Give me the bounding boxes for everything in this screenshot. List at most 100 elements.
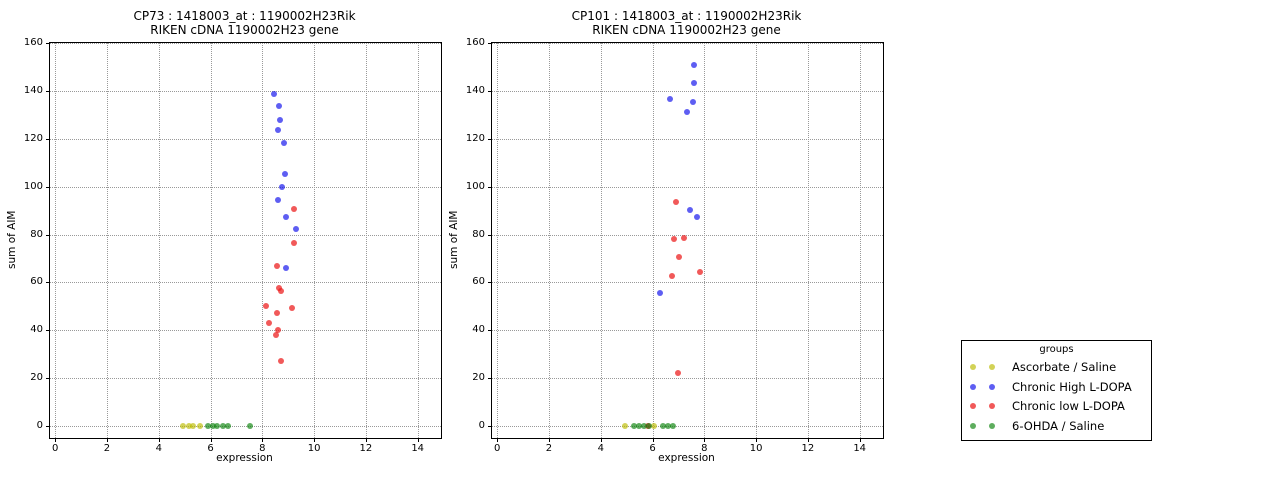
scatter-point	[650, 423, 657, 430]
scatter-point	[278, 183, 285, 190]
x-tick-label: 10	[749, 443, 763, 454]
scatter-point	[291, 239, 298, 246]
grid-line-x	[158, 43, 160, 438]
scatter-point	[274, 327, 281, 334]
x-tick-label: 8	[701, 443, 708, 454]
x-tick-label: 10	[307, 443, 321, 454]
legend-marker-icon	[989, 364, 995, 370]
scatter-point	[209, 423, 216, 430]
grid-line-x	[756, 43, 758, 438]
grid-line-x	[704, 43, 706, 438]
grid-line-y	[50, 186, 441, 188]
grid-line-x	[262, 43, 264, 438]
scatter-point	[689, 98, 696, 105]
x-tick-label: 2	[545, 443, 553, 454]
y-tick-label: 100	[465, 180, 485, 192]
x-tick-label: 2	[103, 443, 111, 454]
plot-title-line1: CP101 : 1418003_at : 1190002H23Rik	[571, 9, 802, 23]
scatter-point	[204, 423, 211, 430]
x-tick-mark	[600, 438, 602, 442]
legend-marker-icon	[970, 383, 976, 390]
legend-item: Ascorbate / Saline	[962, 358, 1116, 376]
grid-line-y	[492, 234, 883, 236]
legend-title: groups	[1039, 344, 1074, 355]
scatter-point	[282, 264, 289, 271]
legend-marker-icon	[989, 403, 995, 409]
plot-title-line1: CP73 : 1418003_at : 1190002H23Rik	[133, 9, 356, 23]
scatter-point	[277, 287, 284, 294]
scatter-point	[271, 91, 278, 98]
y-tick-mark	[488, 378, 492, 380]
y-tick-label: 140	[465, 84, 485, 96]
legend-marker-icon	[989, 383, 995, 390]
legend-item-label: Chronic low L-DOPA	[1012, 399, 1125, 413]
y-tick-label: 160	[23, 37, 43, 48]
y-tick-mark	[46, 282, 50, 284]
scatter-point	[246, 423, 253, 430]
legend-marker-icon	[970, 364, 976, 370]
scatter-point	[213, 423, 220, 430]
grid-line-x	[417, 43, 419, 438]
y-tick-mark	[46, 378, 50, 380]
y-tick-mark	[488, 186, 492, 188]
plot-area: 0 2 4 6 8 10 12 14 0 20 40 60 80 100 120 140 160	[24, 38, 442, 454]
y-tick-mark	[488, 90, 492, 92]
scatter-point	[660, 423, 667, 430]
grid-line-y	[50, 43, 441, 44]
grid-line-y	[50, 378, 441, 380]
x-tick-mark	[548, 438, 550, 442]
y-tick-label: 20	[30, 372, 43, 384]
plot-title-line2: RIKEN cDNA 1190002H23 gene	[592, 23, 781, 37]
grid-line-x	[314, 43, 316, 438]
x-tick-label: 14	[411, 443, 425, 454]
y-tick-label: 140	[23, 84, 43, 96]
scatter-point	[276, 103, 283, 110]
grid-line-x	[600, 43, 602, 438]
scatter-point	[273, 332, 280, 339]
x-tick-mark	[859, 438, 861, 442]
y-tick-label: 40	[472, 324, 485, 336]
scatter-point	[265, 320, 272, 327]
scatter-point	[680, 234, 687, 241]
scatter-point	[622, 423, 629, 430]
grid-line-x	[365, 43, 367, 438]
scatter-point	[277, 117, 284, 124]
y-tick-label: 20	[472, 372, 485, 384]
grid-line-x	[652, 43, 654, 438]
scatter-point	[290, 205, 297, 212]
y-tick-label: 60	[472, 276, 485, 288]
scatter-point	[673, 198, 680, 205]
x-axis-label: expression	[216, 452, 273, 464]
scatter-point	[631, 423, 638, 430]
scatter-point	[280, 139, 287, 146]
x-tick-mark	[314, 438, 316, 442]
legend-marker-icon	[970, 422, 976, 429]
grid-line-y	[50, 426, 441, 428]
scatter-point	[274, 262, 281, 269]
x-tick-label: 8	[259, 443, 266, 454]
scatter-point	[696, 268, 703, 275]
scatter-point	[690, 79, 697, 86]
y-tick-mark	[46, 186, 50, 188]
scatter-point	[667, 95, 674, 102]
x-tick-label: 6	[207, 443, 214, 454]
y-tick-mark	[46, 138, 50, 140]
y-tick-label: 160	[465, 37, 485, 48]
scatter-point	[273, 310, 280, 317]
grid-line-y	[492, 282, 883, 284]
x-tick-mark	[652, 438, 654, 442]
scatter-point	[636, 423, 643, 430]
x-tick-mark	[704, 438, 706, 442]
legend-item-label: 6-OHDA / Saline	[1012, 418, 1105, 433]
plot-title-line2: RIKEN cDNA 1190002H23 gene	[150, 23, 339, 37]
legend-item: Chronic low L-DOPA	[962, 397, 1125, 415]
x-tick-mark	[106, 438, 108, 442]
scatter-point	[664, 423, 671, 430]
scatter-point	[691, 61, 698, 68]
grid-line-y	[492, 426, 883, 428]
y-axis-label: sum of AIM	[448, 210, 460, 269]
y-tick-label: 120	[465, 132, 485, 144]
y-tick-mark	[488, 282, 492, 284]
legend-item-label: Ascorbate / Saline	[1012, 360, 1117, 374]
